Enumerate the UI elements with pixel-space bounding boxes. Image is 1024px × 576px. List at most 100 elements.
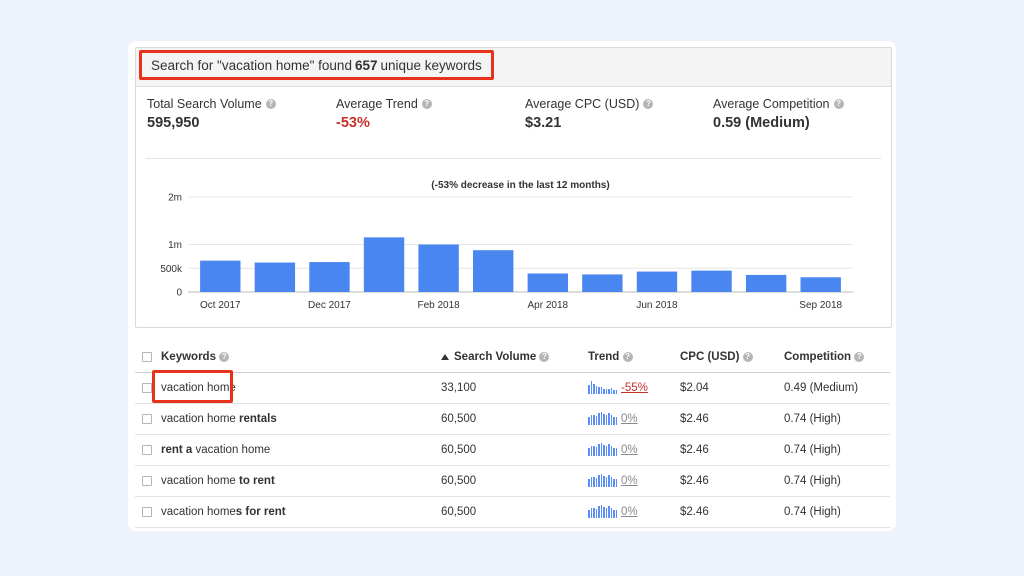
x-tick-label: Oct 2017 xyxy=(200,300,241,311)
help-icon[interactable]: ? xyxy=(742,351,753,362)
sparkline-bar xyxy=(600,443,602,456)
trend-cell: 0% xyxy=(588,403,638,434)
row-checkbox[interactable] xyxy=(142,475,152,486)
table-row: rent a vacation home 60,500 0% $2.46 0.74 (H… xyxy=(135,434,890,466)
help-icon[interactable]: ? xyxy=(265,99,276,109)
trend-link[interactable]: 0% xyxy=(621,412,638,425)
sparkline-bar xyxy=(595,386,597,394)
sparkline-bar xyxy=(613,479,615,487)
sparkline-bar xyxy=(610,446,612,456)
chart-bar xyxy=(418,244,459,292)
row-checkbox[interactable] xyxy=(142,413,152,424)
competition-cell: 0.74 (High) xyxy=(784,443,841,456)
search-volume-bar-chart: (-53% decrease in the last 12 months) 0 50… xyxy=(160,180,853,311)
sparkline-bar xyxy=(588,417,590,425)
sparkline-bar xyxy=(613,417,615,425)
trend-link[interactable]: -55% xyxy=(621,381,648,394)
chart-bar xyxy=(636,271,678,292)
row-checkbox-cell xyxy=(142,434,152,465)
keyword-cell[interactable]: vacation home s for rent xyxy=(161,496,286,527)
keyword-text: vacation home xyxy=(161,381,236,394)
row-checkbox[interactable] xyxy=(142,444,152,455)
help-icon[interactable]: ? xyxy=(219,351,230,362)
sparkline-bar xyxy=(600,474,602,487)
sparkline-bar xyxy=(608,389,610,394)
keyword-cell[interactable]: vacation home rentals xyxy=(161,403,277,434)
help-icon[interactable]: ? xyxy=(854,351,865,362)
sparkline-bar xyxy=(595,416,597,425)
sparkline-bar xyxy=(590,381,592,394)
chart-bar xyxy=(691,270,732,292)
help-icon[interactable]: ? xyxy=(833,99,844,109)
help-icon[interactable]: ? xyxy=(421,99,432,109)
row-checkbox-cell xyxy=(142,372,152,403)
sparkline-bar xyxy=(595,509,597,518)
sparkline-bar xyxy=(615,448,617,456)
trend-sparkline xyxy=(588,474,617,487)
competition-cell: 0.49 (Medium) xyxy=(784,381,859,394)
stat-value: 595,950 xyxy=(147,115,200,131)
help-icon[interactable]: ? xyxy=(622,351,633,362)
competition-cell: 0.74 (High) xyxy=(784,474,841,487)
column-header-cpc[interactable]: CPC (USD) ? xyxy=(680,341,753,372)
sparkline-bar xyxy=(598,444,600,456)
sparkline-bar xyxy=(615,479,617,487)
search-volume-cell: 60,500 xyxy=(441,443,477,456)
keyword-text: rentals xyxy=(239,412,277,425)
cpc-cell: $2.46 xyxy=(680,474,709,487)
keyword-cell[interactable]: vacation home to rent xyxy=(161,465,275,496)
sparkline-bar xyxy=(588,510,590,518)
sparkline-bar xyxy=(590,415,592,425)
stat-label: Total Search Volume xyxy=(147,97,262,111)
cpc-cell: $2.04 xyxy=(680,381,709,394)
keyword-text: to rent xyxy=(239,474,275,487)
search-volume-cell: 60,500 xyxy=(441,505,477,518)
chart-bar xyxy=(309,262,350,292)
sparkline-bar xyxy=(598,475,600,487)
keyword-text: vacation home xyxy=(161,505,236,518)
x-tick-label: Apr 2018 xyxy=(527,300,568,311)
keyword-cell[interactable]: vacation home xyxy=(161,372,236,403)
sparkline-bar xyxy=(605,415,607,425)
headline-prefix: Search for "vacation home" found xyxy=(151,57,352,73)
summary-divider xyxy=(146,158,881,159)
stat-value: 0.59 (Medium) xyxy=(713,115,810,131)
sparkline-bar xyxy=(593,477,595,487)
results-headline: Search for "vacation home" found 657 uni… xyxy=(139,50,494,80)
table-row: vacation home 33,100 -55% $2.04 0.49 (Medium… xyxy=(135,370,890,404)
trend-cell: -55% xyxy=(588,372,648,403)
stat-average-trend: Average Trend? -53% xyxy=(336,97,432,131)
sparkline-bar xyxy=(590,508,592,518)
sparkline-bar xyxy=(590,477,592,487)
row-checkbox[interactable] xyxy=(142,382,152,393)
x-tick-label: Jun 2018 xyxy=(636,300,678,311)
help-icon[interactable]: ? xyxy=(539,351,550,362)
cpc-cell: $2.46 xyxy=(680,505,709,518)
sparkline-bar xyxy=(600,387,602,394)
table-row: vacation home to rent 60,500 0% $2.46 0.74 (… xyxy=(135,465,890,497)
row-checkbox[interactable] xyxy=(142,506,152,517)
sparkline-bar xyxy=(613,390,615,394)
sparkline-bar xyxy=(610,477,612,487)
sparkline-bar xyxy=(603,414,605,425)
summary-panel: Search for "vacation home" found 657 uni… xyxy=(135,47,892,328)
keyword-cell[interactable]: rent a vacation home xyxy=(161,434,270,465)
chart-bar xyxy=(527,273,568,292)
column-header-keywords[interactable]: Keywords ? xyxy=(161,341,230,372)
sparkline-bar xyxy=(598,387,600,394)
column-header-competition[interactable]: Competition ? xyxy=(784,341,865,372)
sparkline-bar xyxy=(613,510,615,518)
help-icon[interactable]: ? xyxy=(643,99,654,109)
keyword-text: rent a xyxy=(161,443,196,456)
trend-link[interactable]: 0% xyxy=(621,443,638,456)
x-tick-label: Sep 2018 xyxy=(799,300,842,311)
column-header-trend[interactable]: Trend ? xyxy=(588,341,633,372)
sparkline-bar xyxy=(603,445,605,456)
chart-title: (-53% decrease in the last 12 months) xyxy=(431,180,609,191)
select-all-checkbox[interactable] xyxy=(142,351,152,362)
trend-link[interactable]: 0% xyxy=(621,474,638,487)
column-header-search-volume[interactable]: Search Volume ? xyxy=(441,341,550,372)
summary-header: Search for "vacation home" found 657 uni… xyxy=(136,48,891,87)
stat-value: -53% xyxy=(336,115,370,131)
trend-link[interactable]: 0% xyxy=(621,505,638,518)
